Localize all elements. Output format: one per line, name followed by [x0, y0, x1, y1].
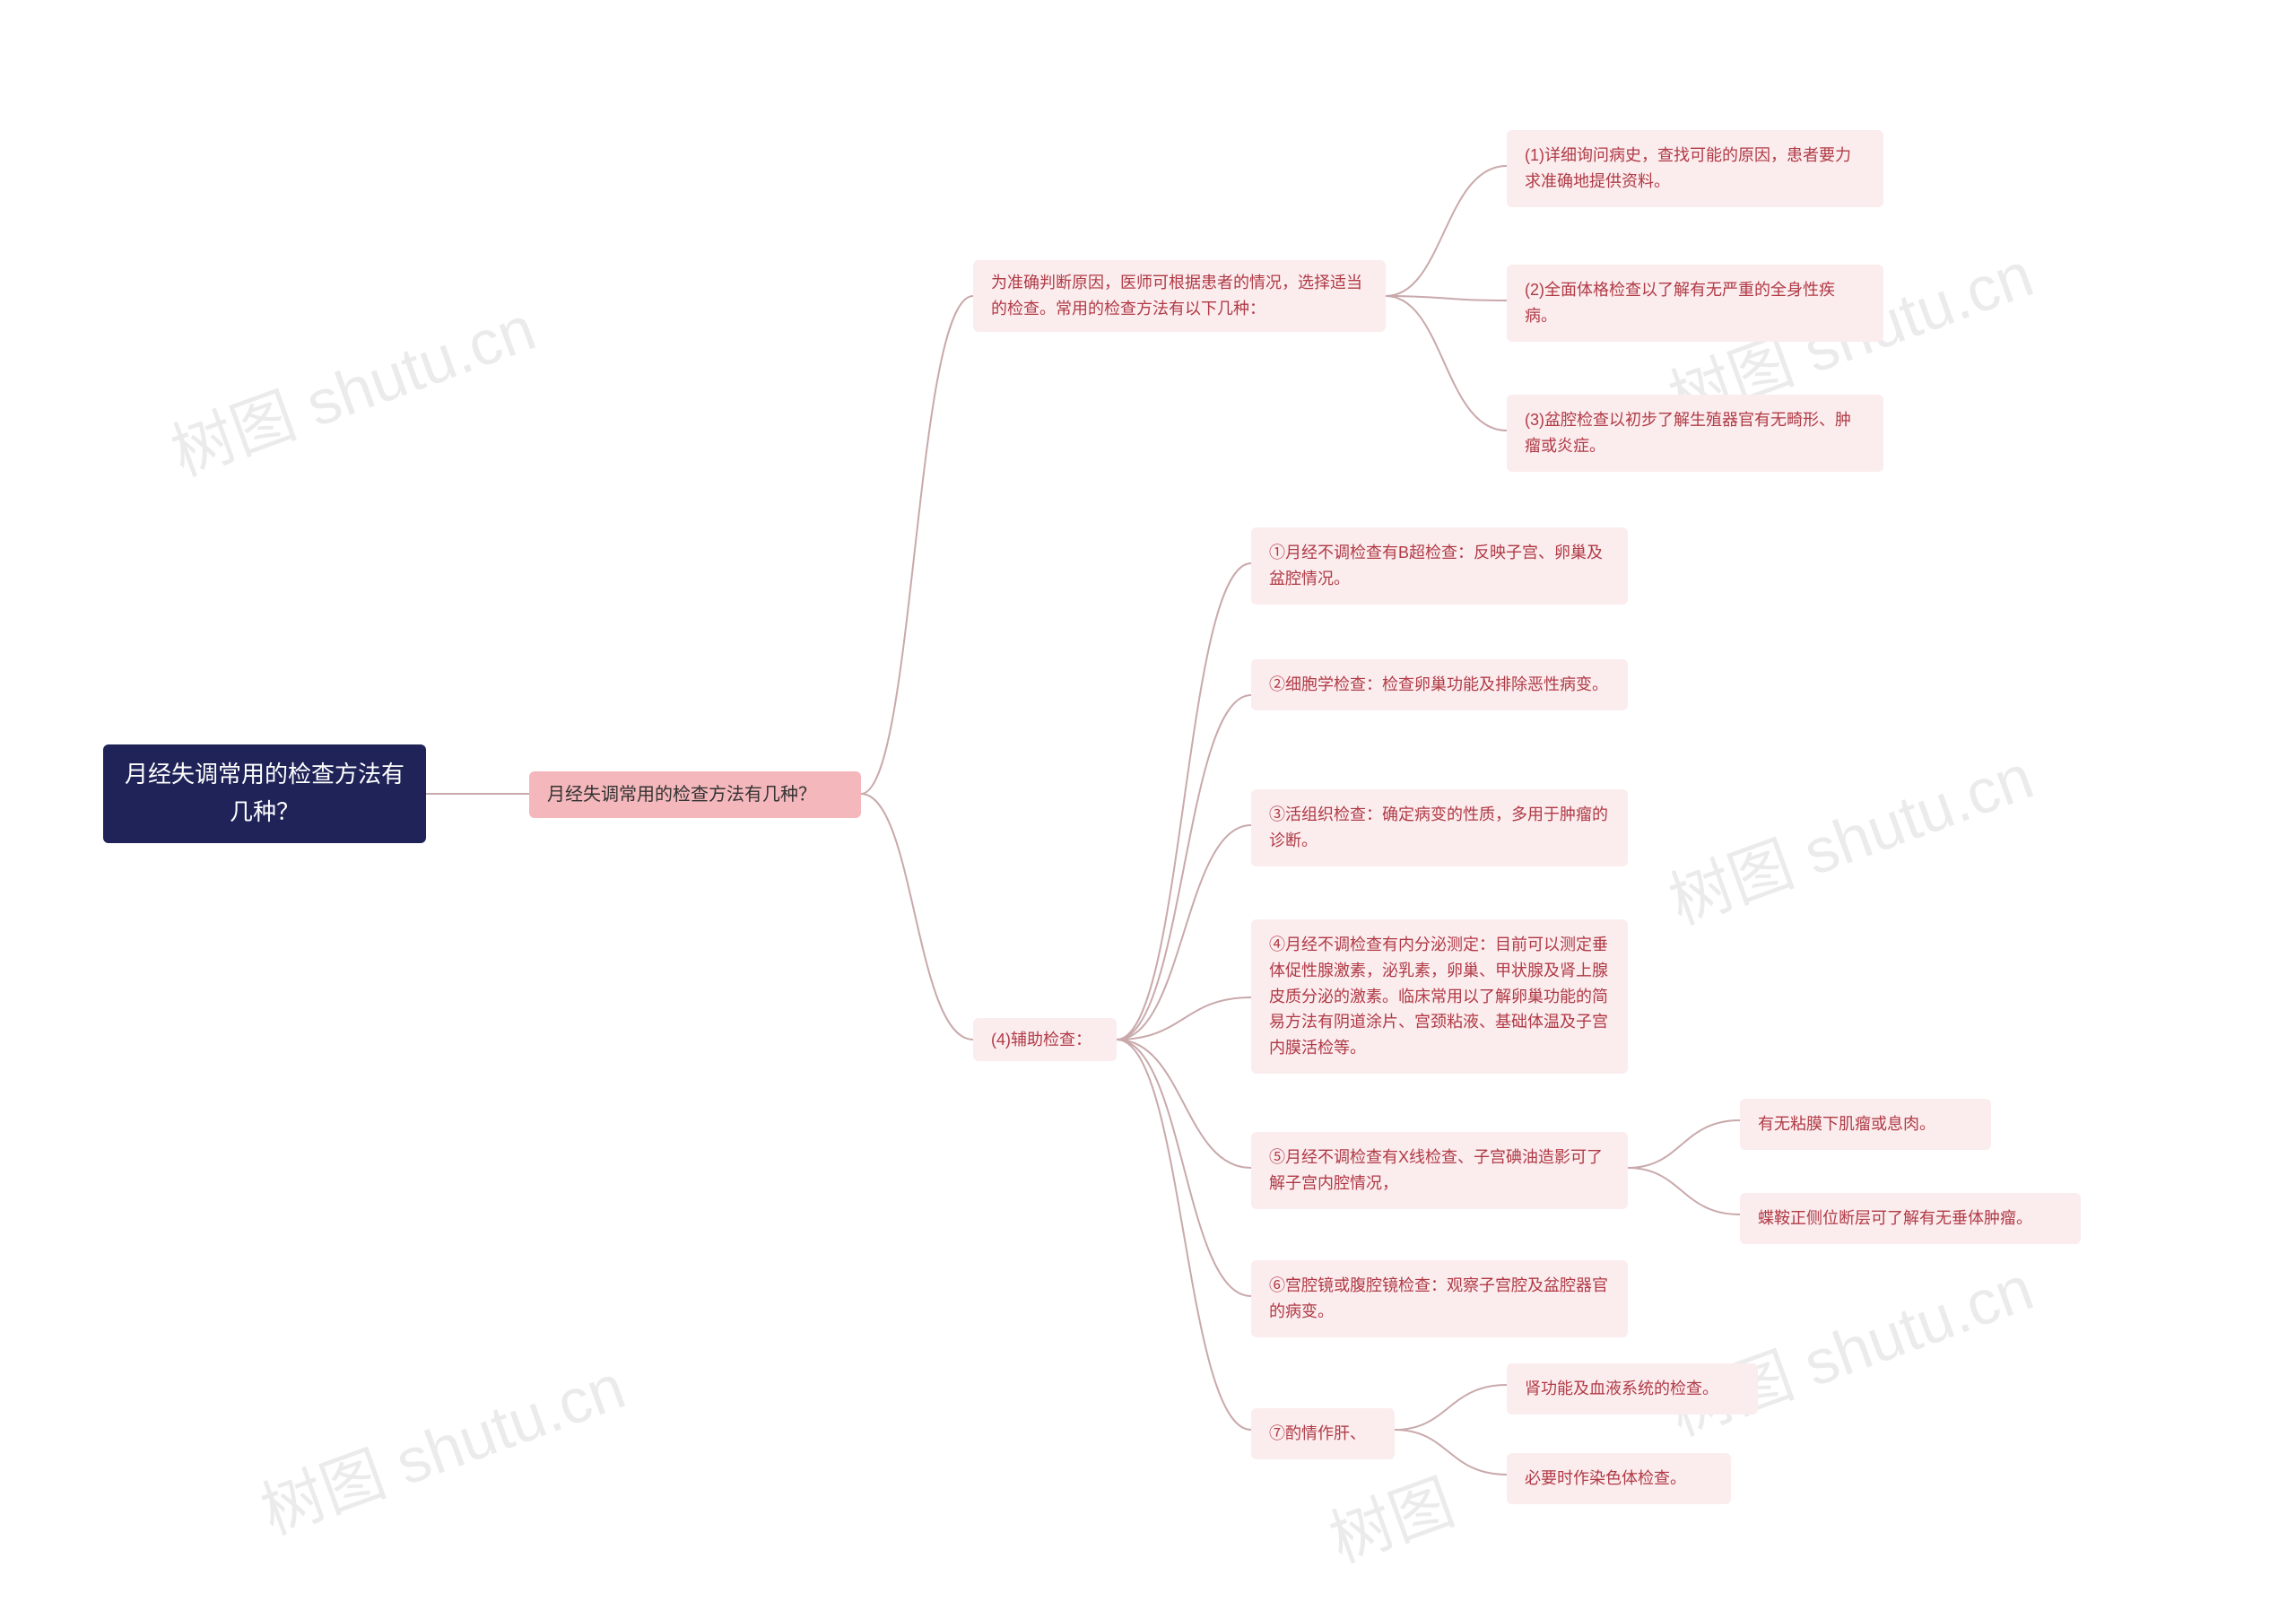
- mindmap-leaf[interactable]: ①月经不调检查有B超检查：反映子宫、卵巢及盆腔情况。: [1251, 527, 1628, 605]
- mindmap-leaf[interactable]: 蝶鞍正侧位断层可了解有无垂体肿瘤。: [1740, 1193, 2081, 1244]
- mindmap-leaf[interactable]: 肾功能及血液系统的检查。: [1507, 1363, 1758, 1414]
- node-label: 蝶鞍正侧位断层可了解有无垂体肿瘤。: [1758, 1206, 2032, 1232]
- watermark: 树图 shutu.cn: [1656, 727, 2044, 943]
- mindmap-node-branch-b[interactable]: (4)辅助检查：: [973, 1018, 1117, 1061]
- watermark: 树图 shutu.cn: [248, 1337, 636, 1553]
- node-label: ④月经不调检查有内分泌测定：目前可以测定垂体促性腺激素，泌乳素，卵巢、甲状腺及肾…: [1269, 932, 1610, 1061]
- node-label: 月经失调常用的检查方法有几种？: [547, 780, 816, 809]
- mindmap-leaf[interactable]: 有无粘膜下肌瘤或息肉。: [1740, 1099, 1991, 1150]
- mindmap-leaf[interactable]: (1)详细询问病史，查找可能的原因，患者要力求准确地提供资料。: [1507, 130, 1883, 207]
- watermark: 树图: [1316, 1452, 1465, 1580]
- mindmap-node-level1[interactable]: 月经失调常用的检查方法有几种？: [529, 771, 861, 818]
- mindmap-leaf[interactable]: ④月经不调检查有内分泌测定：目前可以测定垂体促性腺激素，泌乳素，卵巢、甲状腺及肾…: [1251, 919, 1628, 1074]
- root-label: 月经失调常用的检查方法有几种？: [121, 756, 408, 831]
- mindmap-leaf[interactable]: ⑤月经不调检查有X线检查、子宫碘油造影可了解子宫内腔情况，: [1251, 1132, 1628, 1209]
- node-label: ③活组织检查：确定病变的性质，多用于肿瘤的诊断。: [1269, 802, 1610, 854]
- node-label: ⑤月经不调检查有X线检查、子宫碘油造影可了解子宫内腔情况，: [1269, 1145, 1610, 1197]
- mindmap-leaf[interactable]: (3)盆腔检查以初步了解生殖器官有无畸形、肿瘤或炎症。: [1507, 395, 1883, 472]
- watermark: 树图 shutu.cn: [1656, 1239, 2044, 1454]
- node-label: 肾功能及血液系统的检查。: [1525, 1376, 1718, 1402]
- mindmap-leaf[interactable]: ③活组织检查：确定病变的性质，多用于肿瘤的诊断。: [1251, 789, 1628, 866]
- node-label: ⑦酌情作肝、: [1269, 1421, 1366, 1447]
- node-label: 必要时作染色体检查。: [1525, 1466, 1686, 1492]
- node-label: ⑥宫腔镜或腹腔镜检查：观察子宫腔及盆腔器官的病变。: [1269, 1273, 1610, 1325]
- mindmap-leaf[interactable]: 必要时作染色体检查。: [1507, 1453, 1731, 1504]
- mindmap-leaf[interactable]: ⑦酌情作肝、: [1251, 1408, 1395, 1459]
- node-label: (2)全面体格检查以了解有无严重的全身性疾病。: [1525, 277, 1866, 329]
- watermark: 树图 shutu.cn: [158, 279, 546, 494]
- mindmap-node-branch-a[interactable]: 为准确判断原因，医师可根据患者的情况，选择适当的检查。常用的检查方法有以下几种：: [973, 260, 1386, 332]
- node-label: 有无粘膜下肌瘤或息肉。: [1758, 1111, 1935, 1137]
- node-label: ②细胞学检查：检查卵巢功能及排除恶性病变。: [1269, 672, 1608, 698]
- node-label: (1)详细询问病史，查找可能的原因，患者要力求准确地提供资料。: [1525, 143, 1866, 195]
- node-label: (4)辅助检查：: [991, 1027, 1091, 1053]
- node-label: (3)盆腔检查以初步了解生殖器官有无畸形、肿瘤或炎症。: [1525, 407, 1866, 459]
- node-label: ①月经不调检查有B超检查：反映子宫、卵巢及盆腔情况。: [1269, 540, 1610, 592]
- node-label: 为准确判断原因，医师可根据患者的情况，选择适当的检查。常用的检查方法有以下几种：: [991, 270, 1368, 322]
- mindmap-leaf[interactable]: ②细胞学检查：检查卵巢功能及排除恶性病变。: [1251, 659, 1628, 710]
- mindmap-root[interactable]: 月经失调常用的检查方法有几种？: [103, 744, 426, 843]
- mindmap-leaf[interactable]: (2)全面体格检查以了解有无严重的全身性疾病。: [1507, 265, 1883, 342]
- mindmap-leaf[interactable]: ⑥宫腔镜或腹腔镜检查：观察子宫腔及盆腔器官的病变。: [1251, 1260, 1628, 1337]
